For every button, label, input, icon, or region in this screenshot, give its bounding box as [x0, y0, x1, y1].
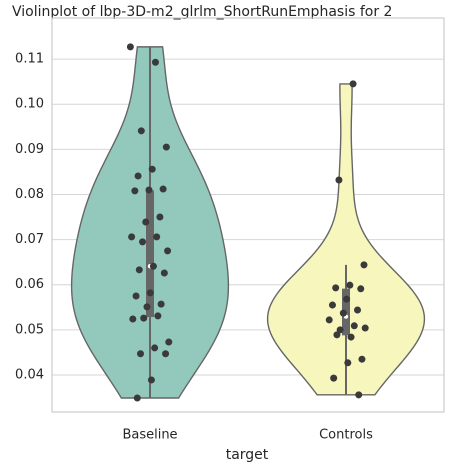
point [159, 185, 167, 193]
x-tick-label: Baseline [122, 428, 177, 443]
y-tick-label: 0.08 [15, 187, 44, 202]
point [146, 289, 154, 297]
point [162, 350, 170, 358]
point [349, 80, 357, 88]
y-tick-label: 0.04 [15, 367, 44, 382]
point [142, 218, 150, 226]
point [346, 281, 354, 289]
chart-title: Violinplot of lbp-3D-m2_glrlm_ShortRunEm… [12, 4, 392, 20]
point [151, 58, 159, 66]
point [361, 324, 369, 332]
point [151, 344, 159, 352]
point [131, 187, 139, 195]
point [153, 233, 161, 241]
point [336, 326, 344, 334]
point [154, 312, 162, 320]
point [354, 306, 362, 314]
point [165, 338, 173, 346]
y-tick-label: 0.07 [15, 232, 44, 247]
point [133, 394, 141, 402]
y-tick-label: 0.06 [15, 277, 44, 292]
point [143, 303, 151, 311]
point [134, 172, 142, 180]
point [347, 333, 355, 341]
point [358, 355, 366, 363]
point [160, 269, 168, 277]
point [333, 331, 341, 339]
point [357, 285, 365, 293]
point [332, 284, 340, 292]
point [128, 233, 136, 241]
point [132, 292, 140, 300]
point [129, 315, 137, 323]
point [126, 43, 134, 51]
x-tick-label: Controls [319, 428, 373, 443]
point [344, 359, 352, 367]
point [140, 314, 148, 322]
point [164, 247, 172, 255]
point [157, 300, 165, 308]
point [350, 322, 358, 330]
point [162, 143, 170, 151]
point [343, 295, 351, 303]
point [137, 350, 145, 358]
point [328, 301, 336, 309]
y-tick-label: 0.10 [15, 97, 44, 112]
point [339, 309, 347, 317]
point [156, 213, 164, 221]
point [135, 266, 143, 274]
point [137, 127, 145, 135]
point [355, 391, 363, 399]
violin-body [266, 83, 426, 396]
y-tick-label: 0.05 [15, 322, 44, 337]
y-tick-label: 0.11 [15, 52, 44, 67]
point [360, 261, 368, 269]
point [325, 316, 333, 324]
point [147, 376, 155, 384]
point [139, 238, 147, 246]
point [148, 165, 156, 173]
point [335, 176, 343, 184]
point [145, 186, 153, 194]
x-axis-label: target [226, 447, 269, 463]
point [149, 262, 157, 270]
y-tick-label: 0.09 [15, 142, 44, 157]
plot-frame [51, 17, 445, 413]
point [330, 374, 338, 382]
